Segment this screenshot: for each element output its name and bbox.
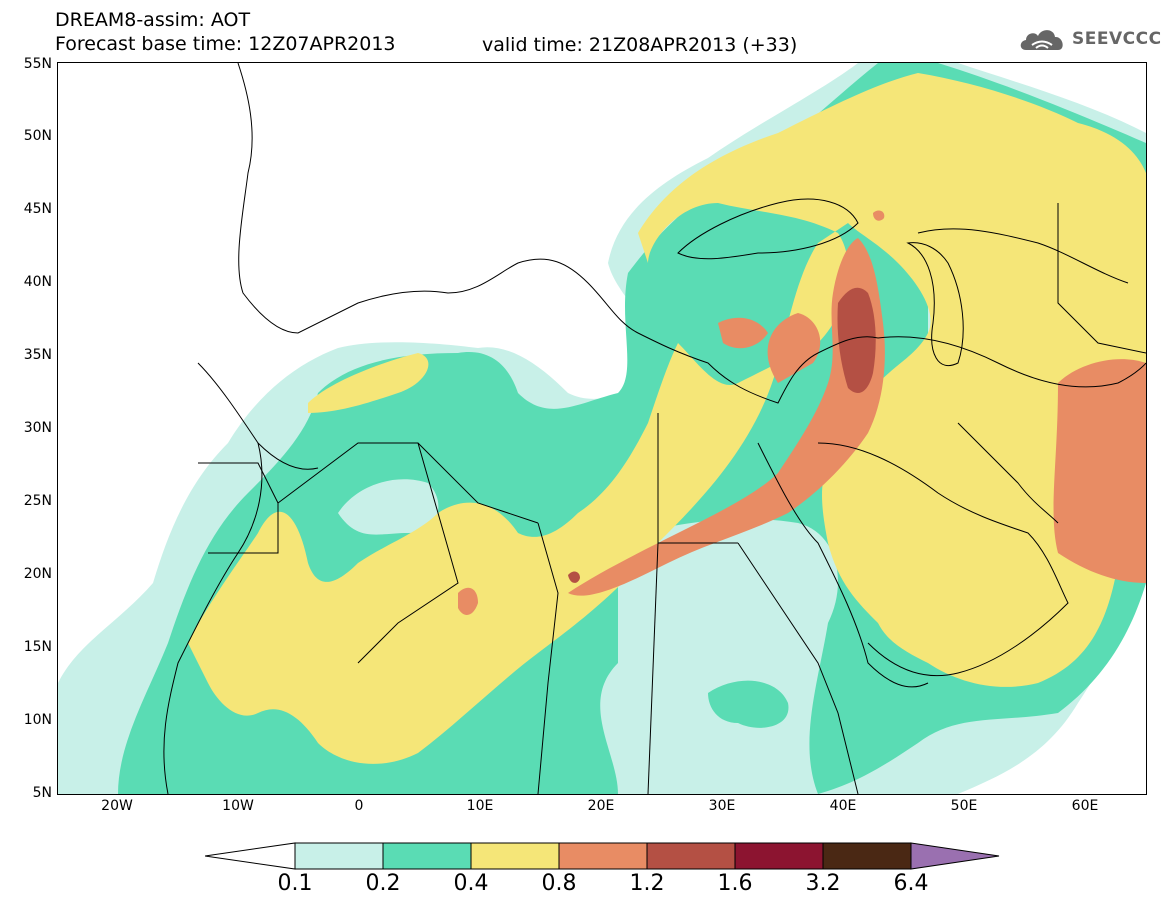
colorbar-swatch-c04: [470, 842, 560, 870]
lat-label-55n: 55N: [23, 56, 52, 72]
colorbar-swatch-c01: [294, 842, 384, 870]
lat-label-50n: 50N: [23, 128, 52, 144]
lat-label-5n: 5N: [32, 785, 52, 801]
contour-0.8: [568, 238, 885, 596]
lat-label-40n: 40N: [23, 274, 52, 290]
colorbar-swatch-c16: [734, 842, 824, 870]
lon-label-30e: 30E: [708, 798, 736, 814]
colorbar-label-1.6: 1.6: [717, 871, 753, 896]
base-time: Forecast base time: 12Z07APR2013: [55, 33, 396, 55]
lat-label-35n: 35N: [23, 347, 52, 363]
lon-label-50e: 50E: [950, 798, 978, 814]
contour-0.4: [188, 73, 1146, 764]
colorbar-label-6.4: 6.4: [893, 871, 929, 896]
seevccc-logo: SEEVCCC: [1018, 22, 1162, 56]
colorbar-label-0.8: 0.8: [541, 871, 577, 896]
colorbar-under-triangle: [205, 842, 296, 870]
colorbar: [205, 842, 1000, 870]
colorbar-label-1.2: 1.2: [629, 871, 665, 896]
aot-map: [57, 62, 1147, 795]
lat-label-20n: 20N: [23, 566, 52, 582]
lon-label-20w: 20W: [101, 798, 133, 814]
lon-label-20e: 20E: [587, 798, 615, 814]
lon-label-10e: 10E: [466, 798, 494, 814]
colorbar-label-3.2: 3.2: [805, 871, 841, 896]
cloud-logo-icon: [1020, 30, 1063, 50]
lat-label-10n: 10N: [23, 712, 52, 728]
colorbar-swatch-c32: [822, 842, 912, 870]
lon-label-0: 0: [354, 798, 364, 814]
colorbar-label-0.1: 0.1: [277, 871, 313, 896]
lat-label-15n: 15N: [23, 639, 52, 655]
valid-time: valid time: 21Z08APR2013 (+33): [482, 34, 798, 56]
lat-label-25n: 25N: [23, 493, 52, 509]
lon-label-40e: 40E: [829, 798, 857, 814]
colorbar-over-triangle: [910, 842, 1000, 870]
lat-label-45n: 45N: [23, 201, 52, 217]
colorbar-label-0.2: 0.2: [365, 871, 401, 896]
colorbar-label-0.4: 0.4: [453, 871, 489, 896]
contour-1.2: [837, 287, 876, 393]
aot-field: [58, 63, 1146, 794]
lon-label-60e: 60E: [1071, 798, 1099, 814]
colorbar-swatch-c08: [558, 842, 648, 870]
colorbar-swatch-c02: [382, 842, 472, 870]
colorbar-swatch-c12: [646, 842, 736, 870]
product-title: DREAM8-assim: AOT: [55, 9, 251, 31]
logo-text: SEEVCCC: [1072, 29, 1162, 49]
lat-label-30n: 30N: [23, 420, 52, 436]
lon-label-10w: 10W: [222, 798, 254, 814]
coastline-overlay: [163, 63, 1146, 794]
